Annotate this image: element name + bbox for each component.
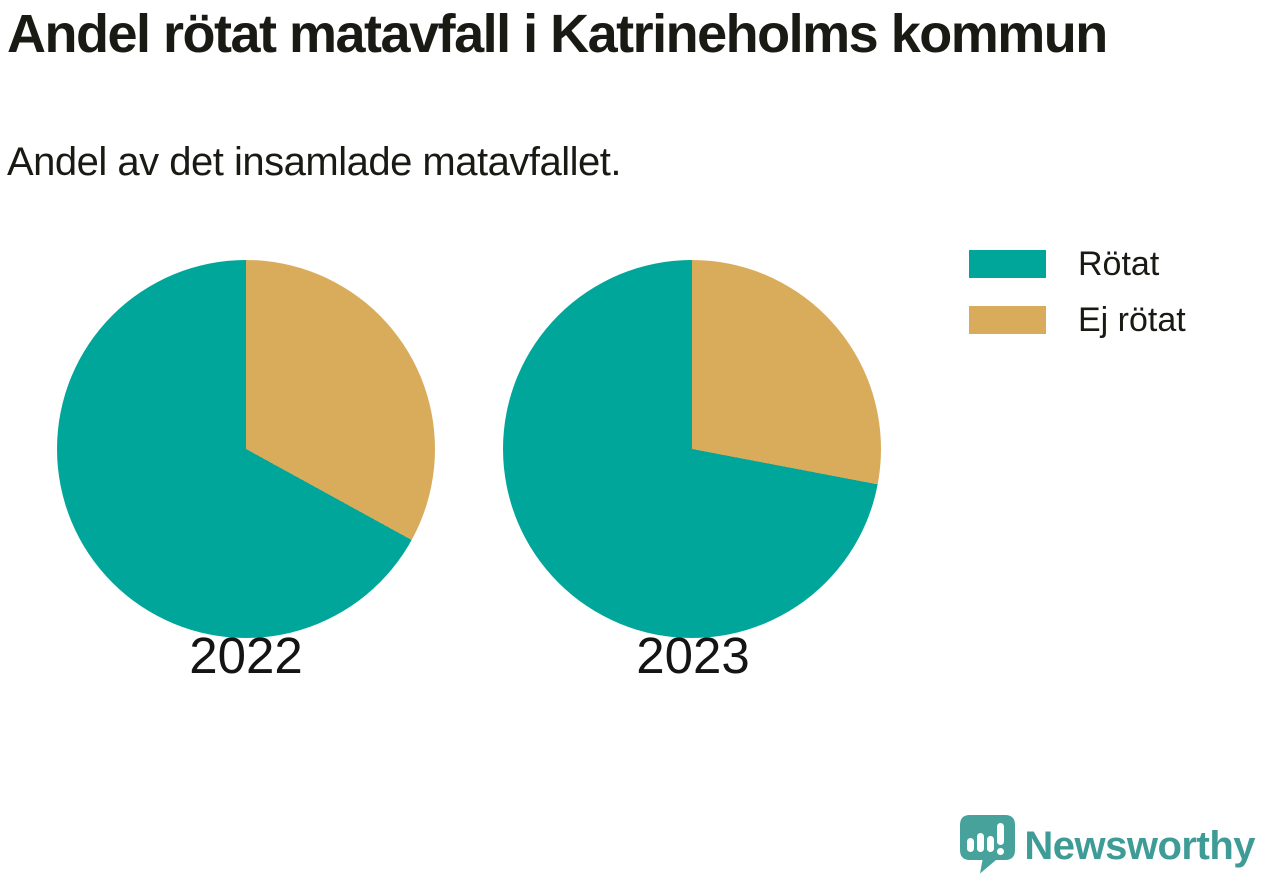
bar-3 — [987, 836, 995, 852]
pie-label-2023: 2023 — [636, 627, 750, 684]
pie-2022 — [57, 260, 435, 638]
pie-label-2022: 2022 — [189, 627, 303, 684]
legend-item-ej-rotat: Ej rötat — [969, 301, 1186, 339]
newsworthy-logo-text: Newsworthy — [1024, 823, 1255, 868]
chart-subtitle: Andel av det insamlade matavfallet. — [7, 140, 621, 184]
newsworthy-logo: Newsworthy — [959, 815, 1255, 877]
chart-title: Andel rötat matavfall i Katrineholms kom… — [7, 4, 1108, 64]
legend: Rötat Ej rötat — [969, 245, 1186, 339]
legend-label-ej-rotat: Ej rötat — [1078, 301, 1186, 339]
legend-label-rotat: Rötat — [1078, 245, 1160, 283]
pie-2023 — [503, 260, 881, 638]
exclamation-dot — [997, 848, 1005, 855]
legend-item-rotat: Rötat — [969, 245, 1186, 283]
bar-1 — [967, 838, 975, 852]
bar-2 — [977, 833, 985, 852]
newsworthy-logo-icon — [960, 815, 1016, 874]
legend-swatch-ej-rotat — [969, 306, 1046, 334]
exclamation-bar — [997, 823, 1005, 845]
legend-swatch-rotat — [969, 250, 1046, 278]
